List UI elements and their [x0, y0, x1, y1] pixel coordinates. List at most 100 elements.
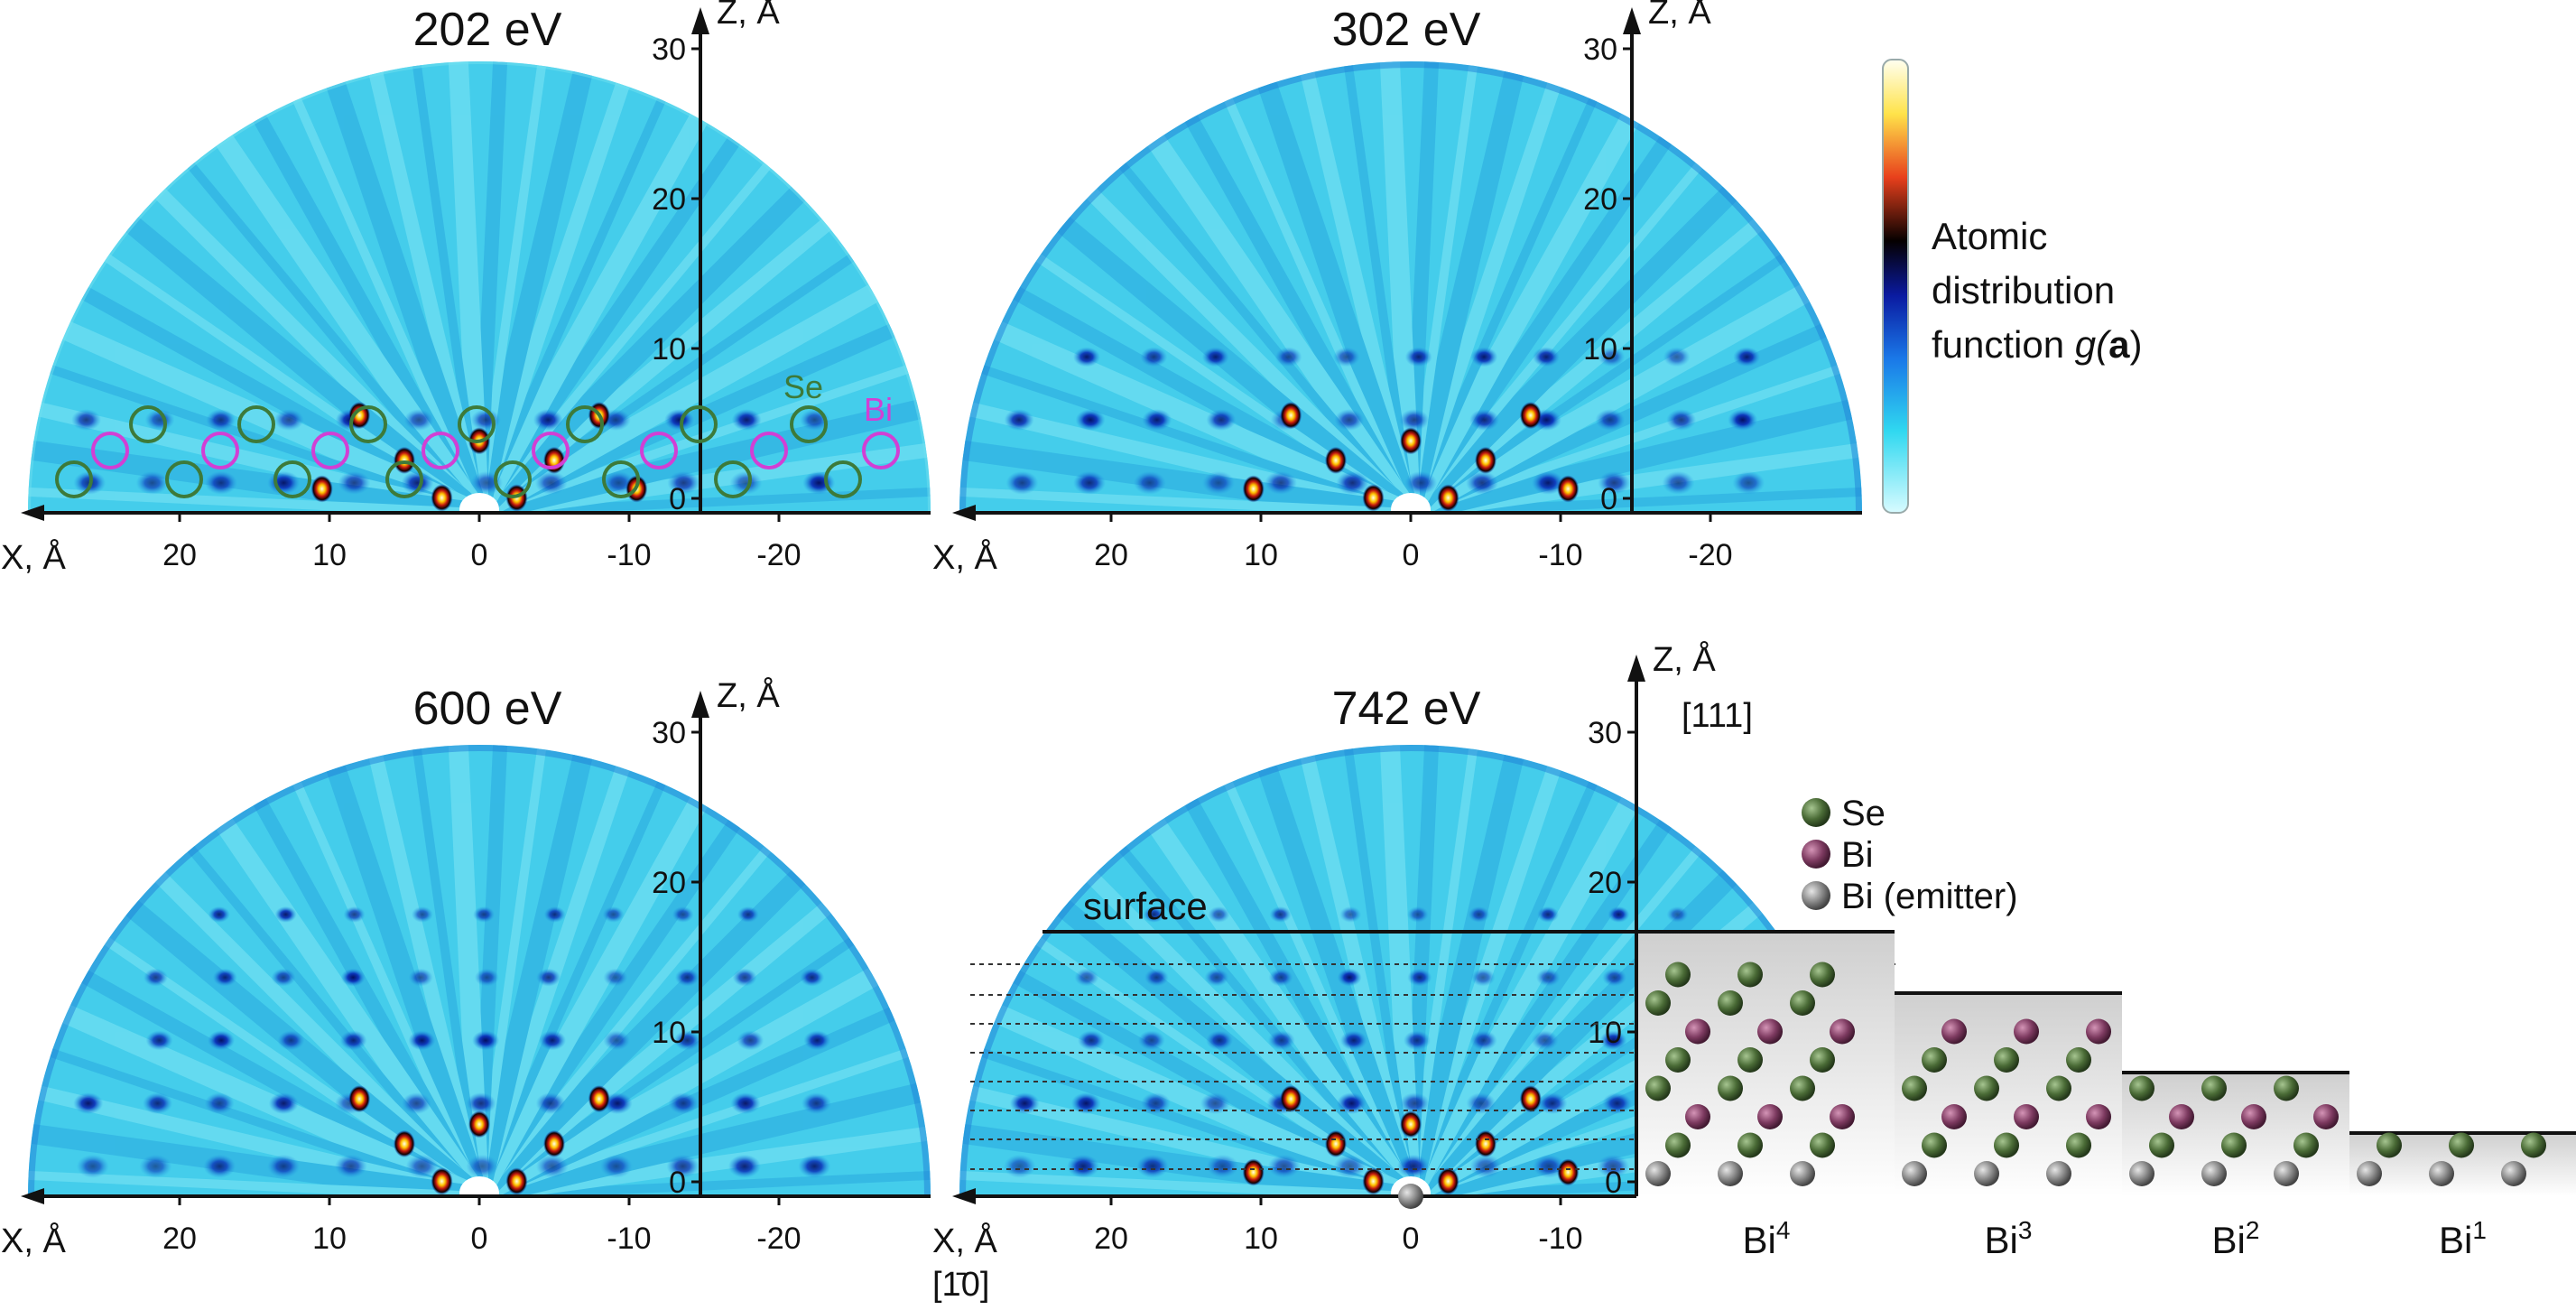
x-axis-arrow [952, 1188, 976, 1204]
map-feature [277, 1030, 305, 1051]
bi-atom [1757, 1018, 1783, 1045]
map-hotspot [1400, 1110, 1422, 1138]
map-feature [803, 1030, 831, 1051]
map-feature [599, 1154, 633, 1178]
z-axis-arrow [1623, 7, 1641, 34]
map-feature [1608, 906, 1630, 923]
map-feature [135, 470, 169, 495]
map-streak [475, 144, 787, 513]
se-ring [602, 460, 640, 498]
map-feature [472, 1030, 500, 1051]
se-atom [2129, 1075, 2154, 1101]
panel-202ev: 202 eV X, Å Z, Å 20 10 0 -10 -20 0 10 20 30 [1, 0, 931, 577]
se-atom [1922, 1132, 1947, 1158]
map-hotspot [1362, 1167, 1385, 1195]
se-ring [494, 460, 532, 498]
map-feature [729, 470, 763, 495]
z-axis-label: Z, Å [1653, 639, 1716, 679]
map-streak [959, 1120, 1421, 1196]
z-tick-label: 0 [669, 482, 686, 516]
origin-blank [459, 493, 499, 513]
se-ring [714, 460, 752, 498]
map-streak [1015, 240, 1415, 513]
x-tick-label: -10 [1538, 1222, 1582, 1256]
map-feature [543, 906, 566, 923]
map-feature [1004, 409, 1034, 432]
se-ring [349, 405, 387, 443]
map-rim [28, 61, 931, 513]
map-hotspot [431, 484, 453, 512]
map-feature [1468, 906, 1490, 923]
x-tick-label: 0 [471, 1222, 488, 1256]
map-feature [204, 470, 237, 495]
bi-atom [2313, 1104, 2339, 1129]
map-feature [602, 906, 625, 923]
origin-blank [1391, 493, 1431, 513]
map-feature [273, 409, 304, 432]
bi-atom [2014, 1104, 2039, 1129]
map-feature [1267, 1154, 1301, 1178]
bi-atom [2014, 1018, 2039, 1045]
panel-title: 202 eV [413, 4, 562, 56]
panel-302ev: 302 eV X, Å Z, Å 20 10 0 -10 -20 0 10 20 30 [932, 0, 1862, 577]
se-ring [824, 460, 862, 498]
se-ring [385, 460, 423, 498]
x-axis-label: X, Å [932, 537, 997, 577]
bi-ring [862, 432, 900, 469]
map-feature [1533, 1154, 1566, 1178]
map-feature [674, 968, 700, 987]
map-feature [208, 906, 230, 923]
map-streak [1103, 144, 1415, 513]
x-axis-arrow [21, 1188, 44, 1204]
map-streak [1133, 111, 1421, 513]
map-streak [1406, 486, 1862, 513]
map-feature [737, 1030, 764, 1051]
bi-emitter-atom [2429, 1161, 2454, 1186]
z-direction-label: [111] [1682, 697, 1753, 735]
map-feature [466, 1154, 499, 1178]
map-feature [1663, 347, 1691, 367]
map-streak [469, 850, 825, 1196]
map-feature [533, 409, 563, 432]
map-feature [143, 968, 168, 987]
map-feature [727, 1154, 761, 1178]
map-feature [401, 1092, 431, 1115]
map-feature [473, 906, 496, 923]
map-feature [1003, 1154, 1036, 1178]
map-feature [338, 470, 371, 495]
map-feature [1396, 1154, 1430, 1178]
map-feature [1532, 470, 1565, 495]
map-feature [731, 409, 762, 432]
z-axis-arrow [1627, 655, 1645, 682]
se-ring [273, 460, 311, 498]
map-feature [339, 1030, 367, 1051]
x-tick-label: -10 [607, 538, 651, 572]
map-hotspot [543, 446, 565, 474]
se-atom [2046, 1075, 2071, 1101]
map-feature [1142, 409, 1172, 432]
se-atom [1665, 1047, 1691, 1073]
colorbar-label-line2: distribution [1932, 269, 2115, 311]
map-hotspot [468, 1110, 490, 1138]
z-tick-label: 30 [1583, 33, 1617, 67]
map-hotspot [1242, 1158, 1265, 1186]
map-streak [475, 827, 787, 1196]
x-tick-label: -20 [756, 1222, 801, 1256]
bi-atom [2086, 1018, 2111, 1045]
map-feature [470, 409, 501, 432]
map-feature [1143, 906, 1165, 923]
map-hotspot [348, 1085, 371, 1113]
legend-label: Bi (emitter) [1841, 877, 2018, 916]
map-feature [1666, 906, 1689, 923]
x-tick-label: 0 [1403, 538, 1420, 572]
map-feature [1595, 409, 1626, 432]
map-features [71, 402, 836, 512]
map-feature [1339, 906, 1362, 923]
map-feature [1469, 1154, 1503, 1178]
map-feature [1202, 470, 1236, 495]
map-feature [1074, 968, 1099, 987]
se-atom [1994, 1132, 2019, 1158]
map-feature [1469, 1030, 1497, 1051]
se-atom [2293, 1132, 2319, 1158]
map-feature [145, 1030, 173, 1051]
